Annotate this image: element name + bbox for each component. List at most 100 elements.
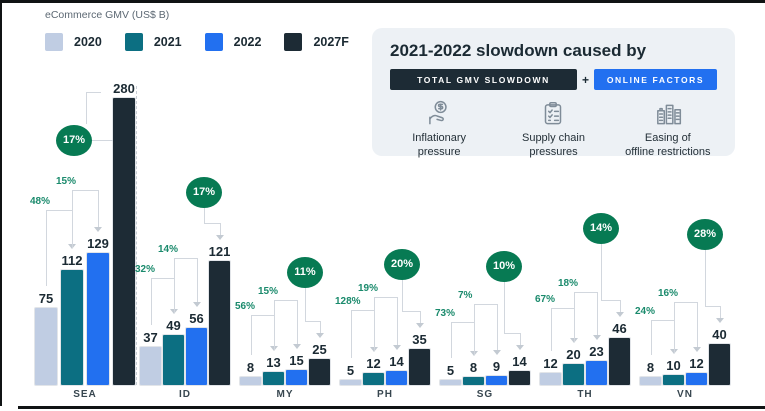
bar-value-label: 129 [87,236,109,251]
legend-swatch [124,33,143,51]
chart-title: eCommerce GMV (US$ B) [45,9,170,21]
growth-line [573,292,597,293]
cagr-line [719,306,721,318]
bar-value-label: 15 [289,353,304,368]
bar-value-label: 14 [512,354,527,369]
cagr-line [402,311,420,312]
bar-value-label: 75 [38,291,54,306]
total-gmv-slowdown-badge: TOTAL GMV SLOWDOWN [390,69,577,90]
cagr-line [504,281,505,333]
cagr-line [305,287,306,321]
factor-label: Easing of offline restrictions [625,132,711,158]
growth-line [450,322,452,358]
buildings-icon [653,99,683,129]
bar-value-label: 14 [389,354,404,369]
factor-easing-offline-restrictions: Easing of offline restrictions [611,99,725,160]
cagr-line [319,321,321,333]
cagr-badge-VN: 28% [687,218,723,250]
bar-value-label: 25 [312,342,327,357]
growth-line [173,258,175,313]
bar-value-label: 8 [646,360,655,375]
growth-label: 48% [30,196,51,207]
cagr-arrow-icon [215,235,224,240]
growth-label: 56% [235,301,256,312]
cagr-arrow-icon [715,318,724,323]
cagr-arrow-icon [415,323,424,328]
sea-separator-line [136,86,137,385]
growth-line [573,292,575,342]
bar-value-label: 9 [492,359,501,374]
factor-supply-chain-pressures: Supply chain pressures [496,99,610,160]
growth-line [373,297,397,298]
legend-swatch [284,33,303,51]
cagr-line [601,243,602,300]
growth-line [250,315,252,355]
cagr-line [705,249,706,306]
growth-arrow-icon [492,350,501,355]
screenshot-top-border [0,0,765,3]
group-label-PH: PH [377,389,393,400]
bar-TH-2021 [563,364,584,385]
growth-line [98,190,99,227]
bar-PH-2027F [409,349,430,385]
growth-label: 128% [335,296,361,307]
growth-label: 7% [458,290,473,301]
cagr-line [705,306,720,307]
growth-line [496,304,498,350]
group-label-SEA: SEA [73,389,97,400]
group-label-ID: ID [179,389,191,400]
growth-arrow-icon [592,335,601,340]
growth-label: 14% [158,244,179,255]
bar-ID-2022 [186,328,207,385]
cagr-line [305,321,320,322]
growth-line [650,320,674,321]
growth-line [396,297,398,345]
screenshot-bottom-border [18,406,765,409]
group-label-TH: TH [577,389,593,400]
bar-MY-2020 [240,377,261,385]
legend-label: 2022 [233,35,262,49]
growth-line [550,308,574,309]
bar-value-label: 13 [266,355,281,370]
cagr-line [219,223,221,235]
growth-label: 67% [535,294,556,305]
growth-line [450,322,474,323]
bar-value-label: 12 [366,356,381,371]
group-label-MY: MY [276,389,294,400]
growth-label: 16% [658,288,679,299]
factor-label: Inflationary pressure [412,132,467,158]
factor-row: Inflationary pressure Supply chain press… [382,99,725,160]
growth-line [696,302,698,347]
bar-value-label: 56 [189,311,204,326]
growth-line [350,310,374,311]
growth-label: 19% [358,283,379,294]
cagr-badge-SEA: 17% [56,124,92,156]
cagr-line [601,300,620,301]
legend: 2020 2021 2022 2027F [45,33,372,51]
bar-PH-2021 [363,373,384,385]
bar-value-label: 12 [543,356,558,371]
growth-line [150,278,152,325]
cagr-line [519,333,521,345]
bar-TH-2027F [609,338,630,385]
bar-SG-2020 [440,380,461,385]
bar-VN-2027F [709,344,730,385]
bar-value-label: 112 [61,253,83,268]
checklist-icon [538,99,568,129]
growth-line [46,210,72,211]
legend-item-2022: 2022 [204,33,262,51]
bar-VN-2020 [640,377,661,385]
growth-arrow-icon [392,345,401,350]
cagr-badge-SG: 10% [486,250,522,282]
bar-ID-2027F [209,261,230,385]
cagr-line [402,279,403,311]
bar-value-label: 280 [113,81,135,96]
info-panel-heading: 2021-2022 slowdown caused by [390,41,647,60]
bar-value-label: 37 [143,330,158,345]
cagr-line [419,311,421,323]
bar-TH-2020 [540,373,561,385]
plus-sign: + [581,72,589,87]
growth-label: 24% [635,306,656,317]
growth-label: 18% [558,278,579,289]
